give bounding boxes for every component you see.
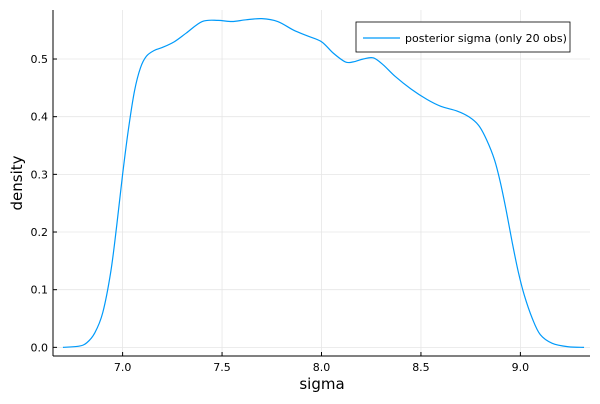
y-axis-title: density <box>8 155 26 210</box>
legend-label: posterior sigma (only 20 obs) <box>405 32 567 45</box>
x-axis-title: sigma <box>299 375 344 393</box>
y-tick-label: 0.5 <box>31 53 49 66</box>
y-tick-label: 0.2 <box>31 226 49 239</box>
axis-layer: 7.0 7.5 8.0 8.5 9.0 0.0 0.1 0.2 0.3 0.4 0.5 <box>31 10 590 374</box>
x-tick-label: 7.5 <box>213 361 231 374</box>
legend-box <box>355 21 571 53</box>
legend: posterior sigma (only 20 obs) <box>355 21 571 53</box>
x-tick-label: 8.0 <box>313 361 331 374</box>
y-tick-label: 0.1 <box>31 284 49 297</box>
y-tick-label: 0.0 <box>31 341 49 354</box>
x-tick-label: 9.0 <box>512 361 530 374</box>
grid-layer <box>53 10 590 356</box>
x-tick-label: 8.5 <box>412 361 430 374</box>
x-tick-label: 7.0 <box>114 361 132 374</box>
series-line <box>62 17 585 348</box>
y-tick-label: 0.4 <box>31 111 49 124</box>
y-tick-label: 0.3 <box>31 168 49 181</box>
series-layer <box>62 17 585 348</box>
